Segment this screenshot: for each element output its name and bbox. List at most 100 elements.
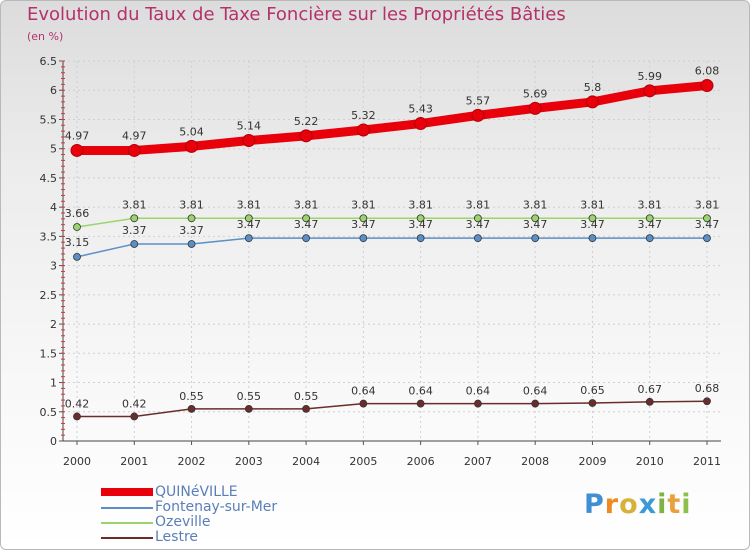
data-point — [528, 101, 542, 115]
legend-swatch-lestre — [101, 537, 153, 539]
data-label: 3.81 — [351, 198, 376, 211]
logo-letter: r — [604, 489, 620, 520]
data-point — [588, 214, 597, 223]
data-point — [130, 214, 139, 223]
data-label: 0.55 — [179, 390, 204, 403]
data-point — [299, 129, 313, 143]
x-tick-label: 2008 — [521, 455, 549, 468]
data-label: 4.97 — [122, 129, 147, 142]
data-point — [531, 399, 540, 408]
data-label: 6.08 — [695, 65, 720, 78]
data-point — [416, 399, 425, 408]
chart-title: Evolution du Taux de Taxe Foncière sur l… — [27, 4, 566, 25]
data-point — [130, 412, 139, 421]
x-tick-label: 2003 — [235, 455, 263, 468]
legend-label-fontenay: Fontenay-sur-Mer — [155, 499, 278, 515]
data-label: 5.43 — [408, 103, 433, 116]
x-tick-label: 2006 — [407, 455, 435, 468]
y-tick-label: 0.5 — [40, 406, 58, 419]
data-point — [703, 234, 711, 243]
data-point — [359, 214, 368, 223]
data-point — [187, 404, 196, 413]
data-point — [187, 214, 196, 223]
x-tick-label: 2009 — [578, 455, 606, 468]
unit-label: (en %) — [27, 30, 64, 43]
data-label: 3.81 — [695, 198, 720, 211]
proxiti-logo: Proxiti — [584, 489, 692, 520]
data-point — [588, 399, 597, 407]
data-label: 5.57 — [466, 94, 491, 107]
data-point — [187, 240, 196, 248]
data-point — [73, 252, 81, 261]
data-point — [185, 139, 199, 153]
data-label: 3.15 — [65, 236, 90, 249]
data-point — [302, 404, 310, 413]
data-label: 3.66 — [65, 207, 90, 220]
y-tick-label: 5.5 — [40, 113, 58, 126]
data-point — [302, 234, 310, 243]
x-tick-label: 2010 — [636, 455, 664, 468]
data-label: 0.67 — [637, 383, 662, 396]
y-tick-label: 4 — [50, 201, 57, 214]
data-label: 0.64 — [351, 385, 376, 398]
data-label: 3.47 — [351, 218, 376, 231]
x-tick-label: 2004 — [292, 455, 320, 468]
data-point — [474, 399, 482, 408]
data-point — [645, 214, 654, 223]
data-label: 0.42 — [65, 397, 90, 410]
data-label: 0.55 — [237, 390, 262, 403]
data-point — [359, 234, 368, 243]
y-tick-label: 5 — [50, 143, 57, 156]
legend-swatch-quineville — [101, 488, 153, 496]
data-label: 3.81 — [580, 198, 605, 211]
data-point — [356, 123, 370, 137]
data-point — [700, 79, 714, 93]
data-point — [471, 108, 485, 122]
data-label: 3.81 — [523, 198, 548, 211]
data-point — [416, 234, 425, 243]
data-point — [130, 240, 139, 248]
data-point — [414, 117, 428, 131]
data-label: 0.42 — [122, 397, 147, 410]
logo-letter: t — [667, 489, 682, 520]
data-label: 3.81 — [294, 198, 319, 211]
data-label-layer: 4.97 4.97 5.04 5.14 5.22 5.32 5.43 5.57 5.69 5.8 5… — [65, 65, 720, 411]
data-label: 0.68 — [695, 382, 720, 395]
axis-layer: 0 0.5 1 1.5 2 2.5 3 3.5 4 4.5 5 5.5 6 6.5 2000 2001 2002… — [40, 55, 721, 468]
data-point — [244, 214, 253, 223]
data-label: 5.04 — [179, 125, 204, 138]
data-point — [474, 214, 482, 223]
data-point — [588, 234, 597, 243]
data-point — [244, 234, 253, 243]
data-point — [70, 143, 84, 157]
series-layer — [70, 79, 714, 421]
x-tick-label: 2007 — [464, 455, 492, 468]
data-label: 3.47 — [294, 218, 319, 231]
data-label: 0.64 — [408, 385, 433, 398]
data-point — [703, 214, 711, 223]
data-point — [416, 214, 425, 223]
data-label: 0.64 — [466, 385, 491, 398]
data-label: 5.99 — [637, 70, 662, 83]
x-tick-label: 2001 — [120, 455, 148, 468]
data-label: 4.97 — [65, 129, 90, 142]
data-point — [244, 404, 253, 413]
logo-letter: x — [638, 489, 658, 520]
y-tick-label: 6 — [50, 84, 57, 97]
series-line — [76, 400, 708, 418]
legend-swatch-fontenay — [101, 507, 153, 509]
data-label: 3.81 — [408, 198, 433, 211]
y-tick-label: 1.5 — [40, 347, 58, 360]
legend-swatch-ozeville — [101, 522, 153, 524]
y-tick-label: 2.5 — [40, 289, 58, 302]
y-tick-label: 3 — [50, 260, 57, 273]
data-point — [645, 397, 654, 406]
data-point — [645, 234, 654, 243]
y-tick-label: 1 — [50, 377, 57, 390]
series-line — [76, 237, 708, 258]
data-point — [127, 143, 141, 157]
data-label: 3.47 — [466, 218, 491, 231]
data-label: 3.47 — [580, 218, 605, 231]
